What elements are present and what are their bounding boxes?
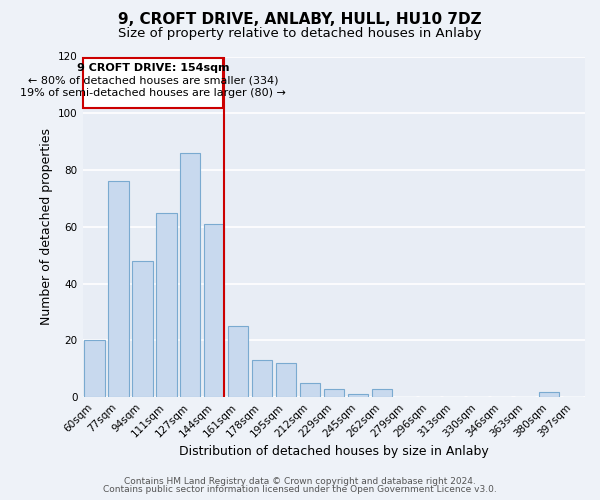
Text: 19% of semi-detached houses are larger (80) →: 19% of semi-detached houses are larger (… <box>20 88 286 99</box>
Bar <box>228 326 248 397</box>
Bar <box>156 212 176 397</box>
Bar <box>204 224 224 397</box>
Text: Contains public sector information licensed under the Open Government Licence v3: Contains public sector information licen… <box>103 485 497 494</box>
Bar <box>252 360 272 397</box>
Y-axis label: Number of detached properties: Number of detached properties <box>40 128 53 326</box>
Bar <box>347 394 368 397</box>
Bar <box>109 182 129 397</box>
Text: Size of property relative to detached houses in Anlaby: Size of property relative to detached ho… <box>118 28 482 40</box>
Bar <box>539 392 559 397</box>
Text: 9, CROFT DRIVE, ANLABY, HULL, HU10 7DZ: 9, CROFT DRIVE, ANLABY, HULL, HU10 7DZ <box>118 12 482 28</box>
Bar <box>276 363 296 397</box>
Bar <box>133 261 152 397</box>
Text: ← 80% of detached houses are smaller (334): ← 80% of detached houses are smaller (33… <box>28 76 278 86</box>
Bar <box>323 388 344 397</box>
X-axis label: Distribution of detached houses by size in Anlaby: Distribution of detached houses by size … <box>179 444 489 458</box>
Bar <box>300 383 320 397</box>
Text: 9 CROFT DRIVE: 154sqm: 9 CROFT DRIVE: 154sqm <box>77 63 229 73</box>
Text: Contains HM Land Registry data © Crown copyright and database right 2024.: Contains HM Land Registry data © Crown c… <box>124 477 476 486</box>
FancyBboxPatch shape <box>83 58 223 108</box>
Bar <box>180 153 200 397</box>
Bar <box>85 340 105 397</box>
Bar <box>371 388 392 397</box>
